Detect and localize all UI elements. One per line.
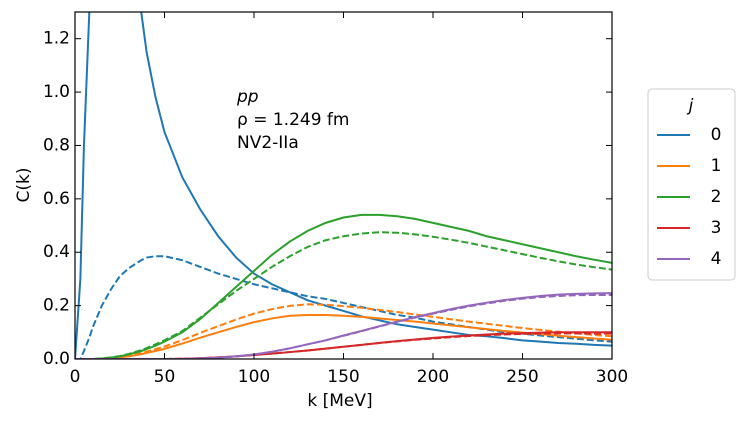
legend-title: j <box>687 96 694 116</box>
annotation: pp <box>236 87 259 107</box>
legend-box <box>647 88 736 281</box>
annotation: ρ = 1.249 fm <box>237 110 349 130</box>
x-tick-label: 200 <box>417 367 449 387</box>
y-tick-label: 0.8 <box>43 135 70 155</box>
annotation: NV2-IIa <box>237 133 299 153</box>
legend-label: 1 <box>711 156 722 176</box>
y-tick-label: 1.2 <box>43 29 70 49</box>
x-tick-label: 50 <box>154 367 176 387</box>
x-tick-label: 0 <box>70 367 81 387</box>
series-line <box>75 231 612 359</box>
x-tick-label: 150 <box>327 367 359 387</box>
legend-label: 2 <box>711 187 722 207</box>
series-line <box>75 313 612 359</box>
x-tick-label: 250 <box>506 367 538 387</box>
series-line <box>75 293 612 359</box>
series-line <box>75 213 612 359</box>
x-tick-label: 100 <box>238 367 270 387</box>
y-tick-label: 0.4 <box>43 242 70 262</box>
y-axis-label: C(k) <box>14 168 34 203</box>
legend-label: 0 <box>711 125 722 145</box>
series-line <box>75 303 612 359</box>
y-tick-label: 0.2 <box>43 296 70 316</box>
y-tick-label: 0.6 <box>43 189 70 209</box>
y-tick-label: 0.0 <box>43 349 70 369</box>
x-tick-label: 300 <box>596 367 628 387</box>
legend-label: 3 <box>711 218 722 238</box>
x-axis-label: k [MeV] <box>307 391 372 411</box>
series-line <box>75 332 612 359</box>
legend-label: 4 <box>711 249 722 269</box>
y-tick-label: 1.0 <box>43 82 70 102</box>
series-line <box>75 255 612 359</box>
